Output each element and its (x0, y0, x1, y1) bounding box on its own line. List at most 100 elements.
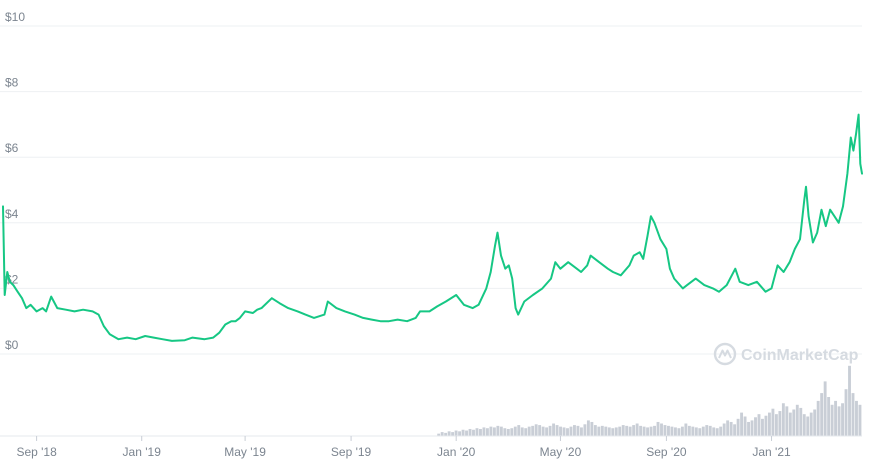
volume-bar (534, 424, 538, 436)
volume-bar (465, 430, 468, 436)
volume-bar (649, 426, 653, 436)
volume-bar (593, 425, 597, 436)
price-line-series (2, 113, 863, 342)
volume-bar (754, 417, 757, 436)
volume-bar (802, 414, 806, 436)
volume-bar (680, 426, 684, 436)
volume-bar (722, 423, 726, 436)
volume-bar (757, 414, 761, 436)
volume-bar (673, 427, 677, 436)
volume-bar (586, 420, 590, 436)
volume-bar (778, 411, 782, 436)
volume-bar (458, 431, 462, 436)
volume-bars (437, 365, 862, 436)
volume-bar (687, 425, 691, 436)
volume-bar (482, 427, 486, 436)
volume-bar (691, 426, 695, 436)
volume-bar (701, 426, 705, 436)
volume-bar (451, 432, 455, 436)
volume-bar (517, 425, 521, 436)
watermark: CoinMarketCap (713, 342, 859, 366)
y-tick-label: $6 (5, 141, 19, 155)
volume-bar (813, 409, 817, 436)
coinmarketcap-logo-icon (713, 342, 737, 366)
volume-bar (667, 425, 670, 436)
volume-bar (788, 412, 792, 436)
x-axis-ticks: Sep '18 Jan '19 May '19 Sep '19 Jan '20 May '… (16, 436, 791, 459)
x-tick-label: Sep '18 (16, 445, 57, 459)
volume-bar (440, 432, 444, 436)
volume-bar (715, 428, 719, 436)
volume-bar (726, 420, 730, 436)
volume-bar (708, 425, 712, 436)
volume-bar (468, 428, 472, 436)
volume-bar (552, 423, 556, 436)
volume-bar (628, 426, 632, 436)
volume-bar (795, 404, 799, 436)
volume-bar (806, 416, 810, 436)
volume-bar (733, 424, 737, 436)
y-tick-label: $8 (5, 76, 19, 90)
volume-bar (656, 421, 660, 436)
volume-bar (809, 412, 813, 436)
volume-bar (799, 407, 803, 436)
volume-bar (830, 404, 834, 436)
volume-bar (524, 428, 528, 436)
volume-bar (705, 425, 709, 436)
volume-bar (597, 426, 601, 436)
volume-bar (541, 426, 545, 436)
volume-bar (475, 428, 479, 436)
volume-bar (858, 404, 862, 436)
grid-lines (0, 25, 862, 355)
volume-bar (855, 400, 858, 436)
volume-bar (625, 425, 629, 436)
volume-bar (485, 428, 489, 436)
volume-bar (660, 423, 663, 436)
volume-bar (461, 429, 465, 436)
volume-bar (639, 425, 643, 436)
volume-bar (621, 425, 625, 436)
volume-bar (670, 426, 674, 436)
volume-bar (729, 421, 733, 436)
volume-bar (607, 427, 611, 436)
volume-bar (576, 425, 580, 436)
volume-bar (444, 432, 448, 436)
volume-bar (767, 412, 771, 436)
y-tick-label: $0 (5, 338, 19, 352)
volume-bar (447, 431, 451, 436)
volume-bar (823, 381, 827, 436)
volume-bar (562, 427, 566, 436)
volume-bar (774, 414, 778, 436)
volume-bar (694, 427, 698, 436)
volume-bar (583, 424, 587, 436)
volume-bar (712, 427, 716, 436)
volume-bar (837, 406, 841, 436)
volume-bar (848, 365, 851, 436)
volume-bar (844, 389, 848, 436)
volume-bar (792, 409, 796, 436)
volume-bar (520, 427, 524, 436)
volume-bar (489, 426, 493, 436)
volume-bar (479, 428, 482, 436)
volume-bar (736, 418, 740, 436)
volume-bar (820, 393, 824, 436)
volume-bar (573, 425, 576, 436)
volume-bar (747, 421, 750, 436)
volume-bar (663, 425, 667, 436)
volume-bar (569, 426, 573, 436)
volume-bar (614, 427, 618, 436)
volume-bar (653, 425, 656, 436)
volume-bar (618, 426, 622, 436)
volume-bar (698, 428, 702, 436)
volume-bar (604, 426, 608, 436)
volume-bar (566, 428, 569, 436)
volume-bar (764, 415, 768, 436)
volume-bar (642, 426, 646, 436)
x-tick-label: May '20 (540, 445, 582, 459)
volume-bar (785, 406, 789, 436)
volume-bar (740, 412, 744, 436)
volume-bar (600, 425, 604, 436)
volume-bar (590, 421, 594, 436)
volume-bar (761, 418, 764, 436)
